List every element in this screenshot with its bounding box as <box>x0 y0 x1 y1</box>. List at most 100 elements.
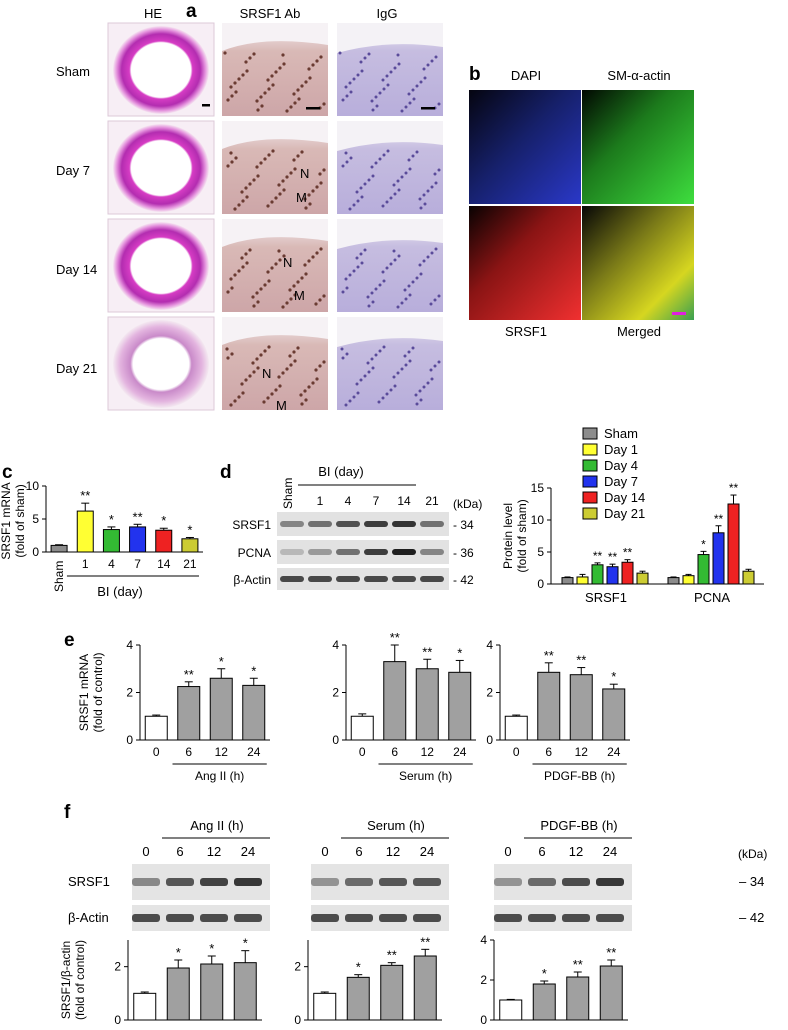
srsf1-stained-nucleus <box>226 164 230 168</box>
srsf1-stained-nucleus <box>266 396 270 400</box>
x-axis-label: Ang II (h) <box>195 769 244 783</box>
srsf1-stained-nucleus <box>278 384 282 388</box>
igg-nucleus <box>382 279 386 283</box>
y-tick-label: 15 <box>531 481 545 495</box>
y-axis-label: SRSF1 mRNA <box>0 482 13 559</box>
igg-nucleus <box>414 393 418 397</box>
blot-row-label: β-Actin <box>68 910 109 925</box>
igg-nucleus <box>359 252 363 256</box>
srsf1-stained-nucleus <box>281 371 285 375</box>
srsf1-stained-nucleus <box>282 62 286 66</box>
igg-nucleus <box>400 175 404 179</box>
srsf1-stained-nucleus <box>288 354 292 358</box>
srsf1-stained-nucleus <box>307 193 311 197</box>
blot-lane-label: 24 <box>420 844 434 859</box>
significance-marker: * <box>109 512 114 527</box>
igg-nucleus <box>348 207 352 211</box>
igg-nucleus <box>407 350 411 354</box>
srsf1-stained-nucleus <box>281 305 285 309</box>
srsf1-stained-nucleus <box>322 294 326 298</box>
igg-nucleus <box>423 76 427 80</box>
igg-nucleus <box>397 62 401 66</box>
srsf1-stained-nucleus <box>241 73 245 77</box>
bar <box>200 963 224 1021</box>
bar <box>102 529 120 553</box>
srsf1-stained-nucleus <box>303 263 307 267</box>
blot-d-header: BI (day) <box>318 464 364 479</box>
igg-nucleus <box>419 80 423 84</box>
chart-c-xlabel: BI (day) <box>97 584 143 599</box>
igg-nucleus <box>404 363 408 367</box>
column-header-he: HE <box>144 6 162 21</box>
bar <box>532 983 556 1021</box>
blot-row-label: SRSF1 <box>68 874 110 889</box>
srsf1-stained-nucleus <box>278 192 282 196</box>
y-axis-label: (fold of sham) <box>515 499 529 572</box>
significance-marker: * <box>219 654 224 669</box>
srsf1-stained-nucleus <box>308 202 312 206</box>
igg-nucleus <box>345 352 349 356</box>
blot-f-kda-label: (kDa) <box>738 847 767 861</box>
srsf1-stained-nucleus <box>233 207 237 211</box>
srsf1-stained-nucleus <box>318 172 322 176</box>
srsf1-stained-nucleus <box>292 92 296 96</box>
srsf1-stained-nucleus <box>263 91 267 95</box>
igg-nucleus <box>341 356 345 360</box>
srsf1-ihc-lumen <box>222 23 328 51</box>
igg-nucleus <box>419 206 423 210</box>
blot-band <box>364 576 388 582</box>
igg-nucleus <box>381 396 385 400</box>
y-tick-label: 4 <box>486 638 493 652</box>
igg-nucleus <box>415 150 419 154</box>
blot-lane-label: 0 <box>504 844 511 859</box>
igg-nucleus <box>360 261 364 265</box>
bar <box>636 572 649 585</box>
srsf1-stained-nucleus <box>244 378 248 382</box>
igg-nucleus <box>404 171 408 175</box>
x-tick-label: 24 <box>607 745 621 759</box>
x-tick-label: 24 <box>247 745 261 759</box>
srsf1-stained-nucleus <box>271 149 275 153</box>
igg-nucleus <box>403 354 407 358</box>
blot-band <box>596 878 624 886</box>
x-tick-label: 7 <box>134 557 141 571</box>
igg-nucleus <box>404 105 408 109</box>
blot-band <box>596 914 624 922</box>
x-tick-label: 12 <box>421 745 435 759</box>
srsf1-stained-nucleus <box>267 345 271 349</box>
he-scale-bar <box>202 104 210 107</box>
igg-nucleus <box>408 359 412 363</box>
srsf1-stained-nucleus <box>263 157 267 161</box>
igg-nucleus <box>415 276 419 280</box>
blot-lane-label: 0 <box>321 844 328 859</box>
igg-nucleus <box>408 101 412 105</box>
y-tick-label: 4 <box>332 638 339 652</box>
srsf1-stained-nucleus <box>240 382 244 386</box>
igg-nucleus <box>371 300 375 304</box>
blot-kda-marker: - 34 <box>453 518 474 532</box>
y-tick-label: 2 <box>114 960 121 974</box>
igg-nucleus <box>433 172 437 176</box>
blot-lane-label: 1 <box>317 494 324 508</box>
blot-kda-marker: – 34 <box>739 874 764 889</box>
srsf1-stained-nucleus <box>248 248 252 252</box>
igg-nucleus <box>400 367 404 371</box>
igg-nucleus <box>344 403 348 407</box>
significance-marker: ** <box>544 648 554 663</box>
bar <box>712 532 725 585</box>
igg-nucleus <box>426 189 430 193</box>
igg-nucleus <box>378 157 382 161</box>
fluor-label-srsf1: SRSF1 <box>505 324 547 339</box>
bar <box>155 529 173 553</box>
igg-nucleus <box>360 195 364 199</box>
srsf1-stained-nucleus <box>300 402 304 406</box>
blot-band <box>364 521 388 527</box>
blot-band <box>345 878 373 886</box>
blot-strip <box>277 540 449 564</box>
igg-nucleus <box>397 254 401 258</box>
neointima-label-day7: N <box>300 166 309 181</box>
srsf1-stained-nucleus <box>259 353 263 357</box>
blot-d-kda-label: (kDa) <box>453 497 482 511</box>
bar <box>76 510 94 553</box>
